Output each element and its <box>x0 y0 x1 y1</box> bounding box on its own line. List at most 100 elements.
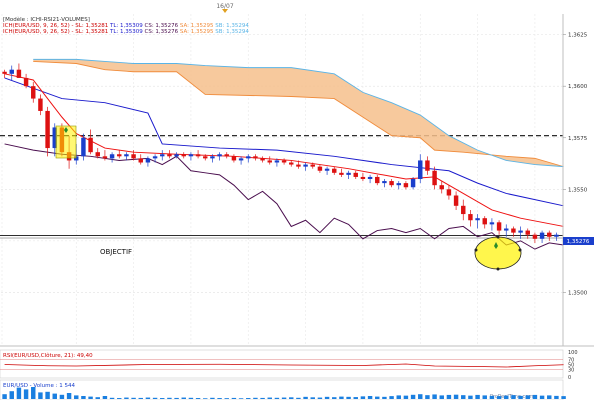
volume-bar <box>66 393 72 399</box>
circle-handle[interactable] <box>496 235 500 239</box>
legend-prefix: ICH(EUR/USD, 9, 26, 52) - <box>3 29 75 35</box>
volume-bar <box>332 397 337 399</box>
candle-body <box>274 160 280 163</box>
candle-body <box>117 154 122 157</box>
volume-bar <box>81 396 86 399</box>
candle-body <box>360 176 366 179</box>
legend-value: SB: 1,35294 <box>215 23 249 29</box>
candle-body <box>203 156 208 159</box>
highlight-box <box>55 125 77 159</box>
candle-body <box>88 137 93 153</box>
candle-body <box>174 154 179 157</box>
rsi-panel: RSI(EUR/USD,Clôture, 21): 49,40 100 70503… <box>0 349 578 381</box>
volume-bar <box>410 394 416 399</box>
volume-bar <box>303 396 308 399</box>
volume-bar <box>525 395 530 399</box>
circle-handle[interactable] <box>496 267 500 271</box>
volume-bar <box>554 395 559 399</box>
candle-body <box>532 234 538 239</box>
volume-bar <box>2 394 7 399</box>
volume-bar <box>238 398 244 399</box>
candle-body <box>188 154 194 157</box>
candle-body <box>482 218 487 225</box>
volume-bar <box>267 397 272 399</box>
volume-bar <box>231 397 237 399</box>
candle-body <box>410 179 416 188</box>
volume-bar <box>281 397 287 399</box>
volume-bar <box>38 392 43 399</box>
model-label: [Modèle : ICHI-RSI21-VOLUMES] <box>3 16 90 23</box>
volume-bar <box>496 396 502 399</box>
candle-body <box>396 183 401 186</box>
volume-bar <box>167 397 172 399</box>
volume-bar <box>367 396 373 399</box>
candle-body <box>367 176 373 179</box>
candle-body <box>446 189 452 196</box>
grid <box>0 14 563 346</box>
legend-value: CS: 1,35276 <box>144 29 179 35</box>
volume-bar <box>253 397 258 399</box>
rsi-level-label: 100 <box>568 350 578 356</box>
circle-handle[interactable] <box>474 248 478 252</box>
volume-bar <box>532 394 538 399</box>
candle-body <box>504 228 509 231</box>
volume-bar <box>360 396 366 399</box>
chikou-span-line <box>4 143 564 250</box>
y-tick-label: 1,3625 <box>568 33 588 39</box>
candle-body <box>160 154 165 157</box>
legend-value: SL: 1,35281 <box>75 23 110 29</box>
volume-bar <box>346 396 351 399</box>
indicator-legend-line-1: ICH(EUR/USD, 9, 26, 52) - SL: 1,35281 TL… <box>3 23 249 29</box>
volume-bar <box>518 395 523 399</box>
volume-bar <box>310 397 315 399</box>
candle-body <box>554 234 559 237</box>
legend-value: TL: 1,35309 <box>109 23 145 29</box>
volume-bar <box>339 396 344 399</box>
candle-body <box>296 164 301 167</box>
volume-bar <box>145 397 151 399</box>
candle-body <box>95 152 100 157</box>
volume-bar <box>117 398 122 399</box>
candle-body <box>167 154 172 157</box>
rsi-level-label: 30 <box>568 368 574 374</box>
candle-body <box>489 222 495 225</box>
candle-body <box>267 160 272 163</box>
candle-body <box>38 98 43 111</box>
volume-bar <box>446 394 452 399</box>
current-price-tag <box>563 237 594 245</box>
volume-bar <box>124 397 129 399</box>
candle-body <box>45 110 50 149</box>
volume-bar <box>74 395 79 399</box>
volume-bar <box>289 397 294 399</box>
y-tick-label: 1,3500 <box>568 290 588 296</box>
candle-body <box>102 156 108 159</box>
candle-body <box>81 137 86 157</box>
volume-bar <box>152 397 158 399</box>
circle-handle[interactable] <box>518 248 522 252</box>
volume-bar <box>160 398 165 399</box>
candle-body <box>303 164 308 167</box>
volume-bar <box>561 396 566 399</box>
candle-body <box>511 228 516 233</box>
candles <box>2 63 559 243</box>
volume-bar <box>353 397 358 399</box>
volume-bar <box>375 396 380 399</box>
volume-bar <box>418 394 423 399</box>
y-tick-label: 1,3575 <box>568 136 588 142</box>
candle-body <box>109 154 115 159</box>
candle-body <box>389 181 394 186</box>
candle-body <box>475 218 480 221</box>
volume-bar <box>23 389 29 399</box>
volume-bar <box>475 394 480 399</box>
volume-bar <box>296 397 301 399</box>
volume-label: EUR/USD - Volume : 1 544 <box>3 383 75 389</box>
signal-arrow-icon <box>494 242 498 249</box>
candle-body <box>52 127 57 149</box>
candle-body <box>324 168 330 171</box>
date-marker-label: 16/07 <box>216 3 233 10</box>
candle-body <box>418 160 423 179</box>
candle-body <box>525 230 530 235</box>
candle-body <box>425 160 430 171</box>
